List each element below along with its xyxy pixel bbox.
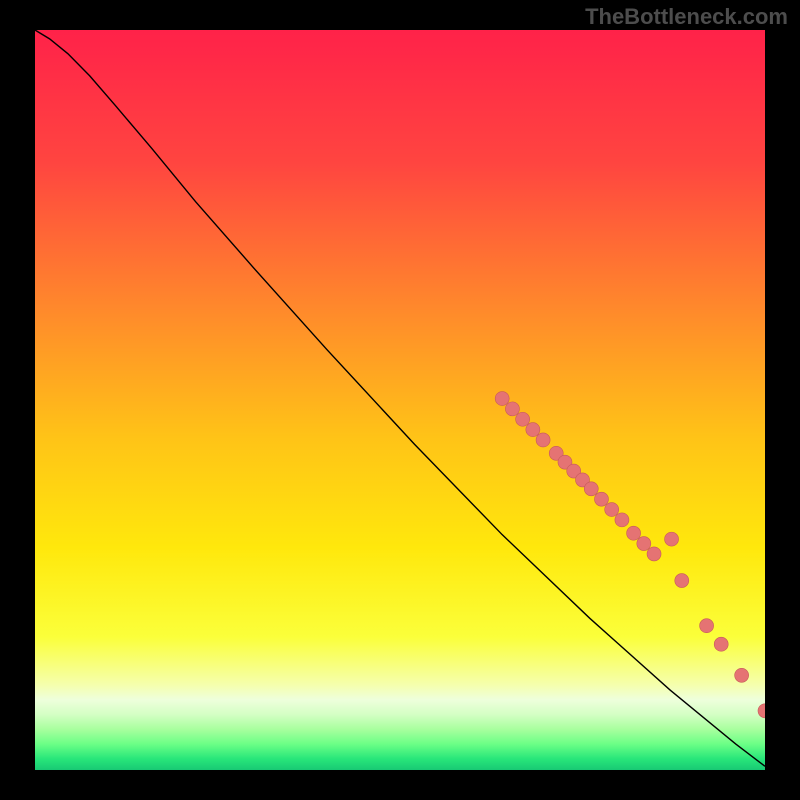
- chart-container: TheBottleneck.com: [0, 0, 800, 800]
- scatter-point: [605, 503, 619, 517]
- scatter-point: [505, 402, 519, 416]
- scatter-point: [665, 532, 679, 546]
- scatter-point: [700, 619, 714, 633]
- plot-area: [35, 30, 765, 770]
- watermark-text: TheBottleneck.com: [585, 4, 788, 30]
- scatter-point: [536, 433, 550, 447]
- gradient-background: [35, 30, 765, 770]
- scatter-point: [675, 574, 689, 588]
- scatter-point: [735, 668, 749, 682]
- scatter-point: [516, 412, 530, 426]
- scatter-point: [526, 423, 540, 437]
- scatter-point: [714, 637, 728, 651]
- scatter-point: [637, 537, 651, 551]
- scatter-point: [647, 547, 661, 561]
- scatter-point: [495, 392, 509, 406]
- chart-svg: [35, 30, 765, 770]
- scatter-point: [594, 492, 608, 506]
- scatter-point: [584, 482, 598, 496]
- scatter-point: [615, 513, 629, 527]
- scatter-point: [627, 526, 641, 540]
